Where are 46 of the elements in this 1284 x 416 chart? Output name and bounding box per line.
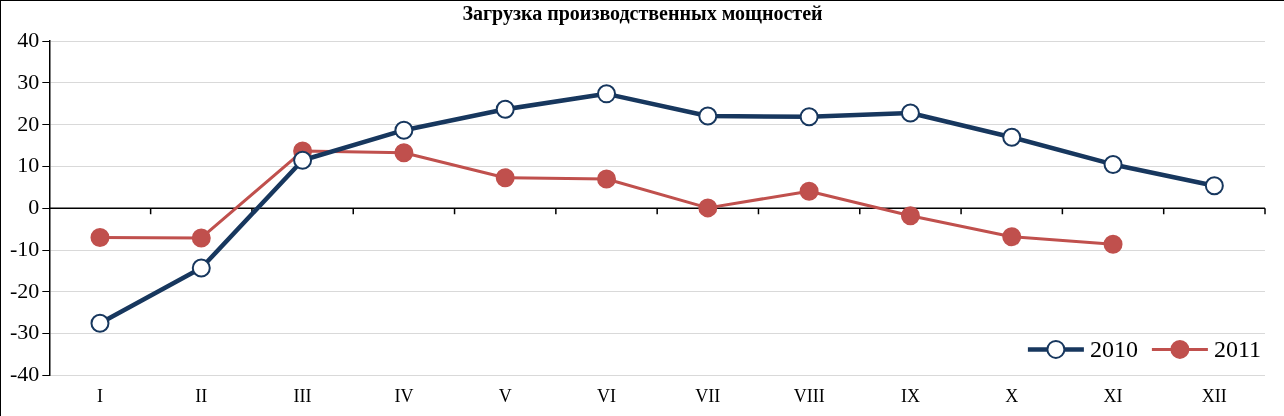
x-tick-label: V	[498, 385, 512, 406]
y-tick-label: 40	[17, 26, 40, 52]
x-tick-label: II	[195, 385, 208, 406]
point	[191, 258, 211, 278]
x-tick-label: XII	[1201, 385, 1227, 406]
x-tick-label: III	[293, 385, 312, 406]
point	[698, 106, 718, 126]
point	[1002, 227, 1022, 247]
y-tick-label: 0	[28, 194, 40, 220]
point	[495, 99, 515, 119]
x-tick-label: IV	[394, 385, 414, 406]
point	[293, 150, 313, 170]
point	[394, 120, 414, 140]
x-tick-label: VII	[695, 385, 721, 406]
legend-label: 2011	[1213, 335, 1261, 362]
x-tick-label: VIII	[793, 385, 825, 406]
x-tick-label: VI	[597, 385, 617, 406]
y-tick-label: -10	[10, 235, 40, 261]
point	[1103, 154, 1123, 174]
point	[90, 228, 110, 248]
y-tick-label: 30	[17, 68, 40, 94]
x-tick-label: IX	[900, 385, 920, 406]
point	[495, 168, 515, 188]
point	[900, 103, 920, 123]
point	[1002, 127, 1022, 147]
x-tick-label: XI	[1103, 385, 1123, 406]
point	[191, 228, 211, 248]
point	[1103, 234, 1123, 254]
legend-label: 2010	[1089, 335, 1138, 362]
point	[698, 198, 718, 218]
y-tick-label: -30	[10, 319, 40, 345]
y-tick-label: -40	[10, 361, 40, 387]
x-tick-label: I	[96, 385, 103, 406]
point	[394, 143, 414, 163]
chart-title: Загрузка производственных мощностей	[461, 1, 824, 25]
point	[900, 206, 920, 226]
point	[799, 107, 819, 127]
point	[90, 313, 110, 333]
point	[597, 169, 617, 189]
point	[1204, 176, 1224, 196]
point	[799, 181, 819, 201]
x-tick-label: X	[1005, 385, 1019, 406]
point	[597, 84, 617, 104]
y-tick-label: 20	[17, 110, 40, 136]
y-tick-label: -20	[10, 277, 40, 303]
y-tick-label: 10	[17, 152, 40, 178]
